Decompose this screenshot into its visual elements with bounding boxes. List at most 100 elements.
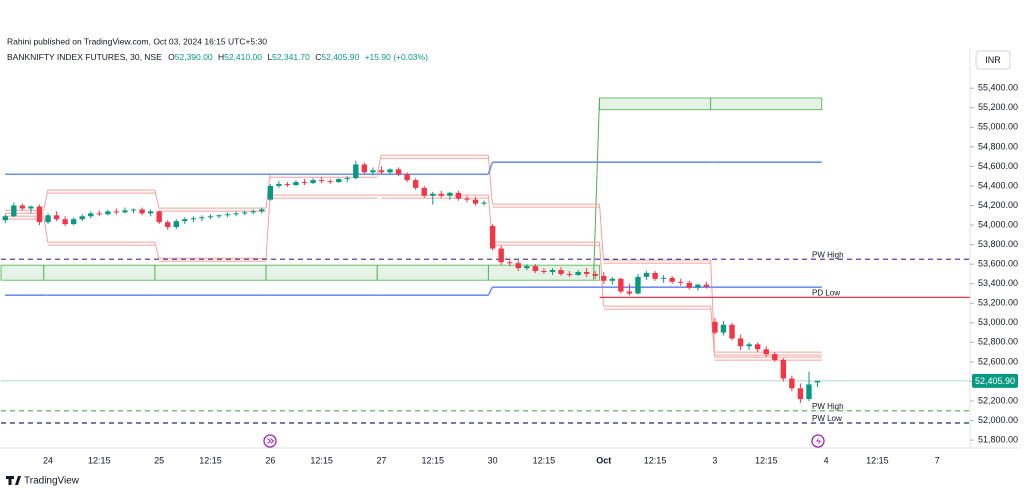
step-connector xyxy=(154,242,160,259)
step-connector xyxy=(710,260,716,353)
candle-body xyxy=(524,266,530,269)
y-tick-label: 53,800.00 xyxy=(978,239,1018,249)
candle-body xyxy=(318,180,325,182)
ohlc-key: C xyxy=(315,52,321,62)
currency-button[interactable] xyxy=(975,50,1011,70)
zone xyxy=(43,264,156,281)
candle-body xyxy=(147,211,154,214)
candle-body xyxy=(772,354,778,360)
candle-body xyxy=(583,271,590,274)
ohlc-value: 52,341.70 xyxy=(272,52,310,62)
candle-body xyxy=(267,185,274,200)
step-connector xyxy=(43,190,49,211)
y-tick-label: 54,600.00 xyxy=(978,161,1018,171)
candle-body xyxy=(216,215,222,217)
ohlc-value: 52,405.90 xyxy=(321,52,359,62)
zone xyxy=(265,264,378,281)
level-label: PW High xyxy=(812,250,844,259)
last-price-label: 52,405.90 xyxy=(975,376,1015,386)
step-connector xyxy=(487,155,493,205)
level-label: PW High xyxy=(812,402,844,411)
y-tick-label: 53,000.00 xyxy=(978,317,1018,327)
candle-body xyxy=(250,211,256,213)
x-tick-label: 3 xyxy=(712,455,717,465)
candle-body xyxy=(438,193,445,196)
candle-body xyxy=(515,263,521,269)
candle-body xyxy=(284,184,291,186)
candle-body xyxy=(541,271,547,273)
candle-body xyxy=(464,198,470,200)
zone xyxy=(710,97,823,111)
candle-body xyxy=(472,199,479,204)
candle-body xyxy=(70,219,77,225)
y-tick-label: 55,200.00 xyxy=(978,102,1018,112)
candle-body xyxy=(182,219,188,222)
candle-body xyxy=(190,218,197,220)
zone-connector xyxy=(593,97,600,281)
candle-body xyxy=(2,216,8,221)
x-tick-label: 12:15 xyxy=(199,455,222,465)
y-tick-label: 54,000.00 xyxy=(978,219,1018,229)
candle-body xyxy=(113,211,120,213)
y-tick-label: 52,000.00 xyxy=(978,415,1018,425)
candle-body xyxy=(712,321,718,333)
candle-body xyxy=(259,209,265,212)
x-tick-label: 30 xyxy=(488,455,498,465)
y-tick-label: 55,000.00 xyxy=(978,122,1018,132)
y-tick-label: 54,400.00 xyxy=(978,180,1018,190)
candle-body xyxy=(626,291,633,294)
level-label: PD Low xyxy=(812,289,840,298)
ohlc-key: O xyxy=(168,52,175,62)
y-tick-label: 54,200.00 xyxy=(978,200,1018,210)
zone xyxy=(0,264,45,281)
currency[interactable]: INR xyxy=(985,55,1001,65)
candle-body xyxy=(62,219,68,225)
y-tick-label: 52,200.00 xyxy=(978,395,1018,405)
candle-body xyxy=(387,169,393,173)
plot-area: PW High PD Low PW High PW Low xyxy=(0,97,970,424)
candle-body xyxy=(79,216,85,220)
ohlc-key: H xyxy=(218,52,224,62)
ohlc-value: 52,410.00 xyxy=(224,52,262,62)
x-tick-label: 12:15 xyxy=(88,455,111,465)
step-connector xyxy=(599,204,604,261)
candle-body xyxy=(806,384,812,400)
candle-body xyxy=(19,205,26,209)
candle-body xyxy=(310,180,316,184)
candle-body xyxy=(241,212,248,214)
candle-body xyxy=(327,181,333,183)
candle-body xyxy=(678,281,684,283)
change: +15.90 (+0.03%) xyxy=(365,52,428,62)
candle-body xyxy=(233,213,239,215)
x-tick-label: 12:15 xyxy=(866,455,889,465)
x-tick-label: 27 xyxy=(376,455,386,465)
y-tick-label: 53,600.00 xyxy=(978,259,1018,269)
candle-body xyxy=(729,324,735,339)
symbol: BANKNIFTY INDEX FUTURES, 30, NSE xyxy=(7,52,162,62)
candle-body xyxy=(447,192,453,196)
candle-body xyxy=(165,222,171,228)
step-connector xyxy=(43,216,49,243)
candle-body xyxy=(139,209,145,214)
event-icon-glyph xyxy=(816,437,821,445)
candle-body xyxy=(669,277,675,282)
candle-body xyxy=(105,211,111,215)
candle-body xyxy=(412,180,419,188)
candle-body xyxy=(789,378,795,389)
event-icon-glyph xyxy=(267,438,275,444)
candle-body xyxy=(780,359,787,379)
candle-body xyxy=(695,284,701,288)
step-connector xyxy=(154,190,160,209)
step-connector xyxy=(376,155,382,175)
y-tick-label: 55,400.00 xyxy=(978,83,1018,93)
candle-body xyxy=(336,179,342,183)
candle-body xyxy=(88,213,94,217)
x-tick-label: Oct xyxy=(596,455,611,465)
x-tick-label: 12:15 xyxy=(533,455,556,465)
axes: 51,800.0052,000.0052,200.0052,400.0052,6… xyxy=(43,83,1018,466)
candle-body xyxy=(763,349,769,355)
x-tick-label: 7 xyxy=(935,455,940,465)
step-connector xyxy=(599,242,604,307)
candle-body xyxy=(507,262,513,264)
candle-body xyxy=(489,226,496,249)
